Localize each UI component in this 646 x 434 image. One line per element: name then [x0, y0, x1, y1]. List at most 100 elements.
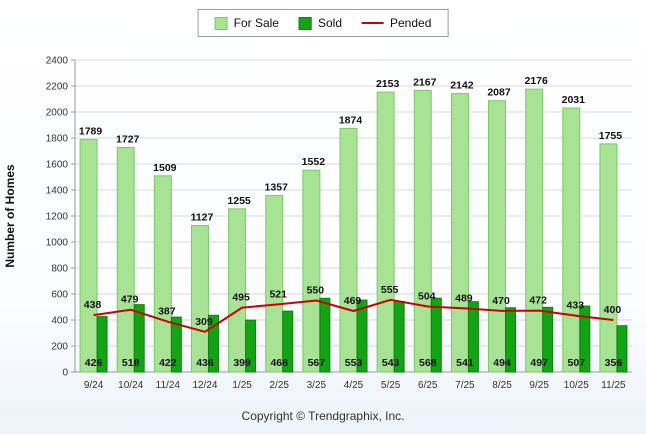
- sold-bar: [245, 319, 257, 373]
- sold-value-label: 356: [605, 357, 623, 369]
- sold-value-label: 541: [456, 357, 474, 369]
- y-tick-label: 1200: [46, 212, 69, 223]
- for-sale-bar: [525, 88, 544, 373]
- x-axis-label: 9/24: [84, 380, 104, 391]
- for-sale-value-label: 1552: [302, 156, 326, 168]
- for-sale-bar: [265, 195, 284, 373]
- sold-value-label: 468: [270, 357, 288, 369]
- for-sale-value-label: 2087: [487, 87, 511, 99]
- for-sale-value-label: 1755: [599, 130, 623, 142]
- x-axis-label: 10/24: [118, 380, 143, 391]
- sold-value-label: 543: [382, 357, 400, 369]
- value-labels: 1789 426 438 1727 518 479 1509 422 387 1127 436 309…: [79, 75, 622, 369]
- legend-item-for-sale: For Sale: [214, 16, 279, 30]
- y-tick-label: 1000: [46, 238, 69, 249]
- pended-value-label: 472: [529, 295, 547, 307]
- sold-bar: [467, 301, 479, 373]
- y-tick-label: 2000: [46, 108, 69, 119]
- for-sale-bar: [488, 100, 507, 373]
- axis-labels: 0 200 400 600 800 1000 1200 1400 1600 1800 2000 220…: [46, 56, 626, 392]
- for-sale-bar: [228, 208, 247, 373]
- for-sale-legend-label: For Sale: [233, 16, 279, 30]
- sold-value-label: 497: [530, 357, 548, 369]
- y-tick-label: 1800: [46, 134, 69, 145]
- for-sale-value-label: 2167: [413, 76, 437, 88]
- x-axis-label: 3/25: [307, 380, 327, 391]
- for-sale-bar: [562, 107, 581, 373]
- legend-item-pended: Pended: [362, 16, 431, 30]
- pended-value-label: 433: [567, 300, 585, 312]
- y-tick-label: 2400: [46, 56, 69, 67]
- sold-bar: [579, 305, 591, 373]
- for-sale-value-label: 1789: [79, 125, 103, 137]
- x-axis-label: 2/25: [269, 380, 289, 391]
- sold-value-label: 507: [568, 357, 586, 369]
- x-axis-label: 10/25: [564, 380, 589, 391]
- y-tick-label: 800: [51, 264, 68, 275]
- y-tick-label: 1600: [46, 160, 69, 171]
- y-tick-label: 0: [62, 368, 68, 379]
- sold-bar: [133, 304, 145, 373]
- sold-value-label: 553: [345, 357, 363, 369]
- for-sale-value-label: 2031: [562, 94, 586, 106]
- for-sale-bar: [79, 138, 98, 373]
- for-sale-value-label: 2176: [524, 75, 548, 87]
- for-sale-value-label: 1874: [339, 114, 363, 126]
- plot-area: 1789 426 438 1727 518 479 1509 422 387 1127 436 309…: [3, 56, 632, 392]
- y-tick-label: 200: [51, 342, 68, 353]
- sold-legend-label: Sold: [317, 16, 343, 30]
- x-axis-label: 6/25: [418, 380, 438, 391]
- for-sale-bar: [413, 89, 432, 373]
- sold-bar: [616, 325, 628, 373]
- sold-bar: [282, 310, 294, 373]
- x-axis-label: 7/25: [455, 380, 475, 391]
- for-sale-value-label: 1509: [153, 162, 177, 174]
- x-axis-label: 11/24: [156, 380, 181, 391]
- x-axis-label: 5/25: [381, 380, 401, 391]
- sold-value-label: 494: [493, 357, 511, 369]
- y-axis-title: Number of Homes: [3, 164, 17, 268]
- pended-value-label: 387: [158, 306, 176, 318]
- sold-value-label: 567: [308, 357, 326, 369]
- legend: For Sale Sold Pended: [197, 9, 449, 37]
- sold-bar: [319, 297, 331, 373]
- sold-bar: [430, 297, 442, 373]
- sold-swatch-icon: [298, 16, 312, 30]
- pended-line-path: [93, 298, 614, 333]
- sold-bar: [505, 307, 517, 373]
- pended-value-label: 495: [232, 292, 250, 304]
- pended-value-label: 550: [307, 285, 325, 297]
- pended-line-swatch-icon: [362, 22, 385, 24]
- for-sale-bar: [302, 169, 321, 373]
- sold-bar: [542, 306, 554, 373]
- for-sale-bar: [116, 146, 135, 373]
- for-sale-value-label: 2153: [376, 78, 400, 90]
- sold-value-label: 399: [233, 357, 251, 369]
- for-sale-bar: [190, 224, 209, 373]
- x-axis-label: 4/25: [344, 380, 364, 391]
- sold-bar: [96, 316, 108, 373]
- for-sale-value-label: 1127: [191, 211, 214, 223]
- pended-value-label: 489: [455, 292, 473, 304]
- pended-legend-label: Pended: [390, 16, 432, 30]
- sold-value-label: 518: [122, 357, 140, 369]
- for-sale-bar: [339, 127, 358, 373]
- for-sale-bar: [376, 91, 395, 373]
- x-axis-label: 12/24: [192, 380, 217, 391]
- legend-item-sold: Sold: [298, 16, 343, 30]
- for-sale-value-label: 1727: [116, 133, 140, 145]
- pended-value-label: 521: [269, 288, 287, 300]
- sold-bar: [207, 314, 219, 373]
- for-sale-bar: [153, 175, 172, 373]
- for-sale-bar: [450, 93, 469, 373]
- pended-line: [93, 298, 614, 333]
- sold-value-label: 426: [85, 357, 103, 369]
- pended-value-label: 479: [121, 294, 139, 306]
- sold-bar: [356, 299, 368, 373]
- bars: [79, 88, 628, 373]
- x-axis-label: 9/25: [529, 380, 549, 391]
- pended-value-label: 309: [195, 316, 213, 328]
- y-tick-label: 400: [51, 316, 68, 327]
- x-axis-label: 8/25: [492, 380, 512, 391]
